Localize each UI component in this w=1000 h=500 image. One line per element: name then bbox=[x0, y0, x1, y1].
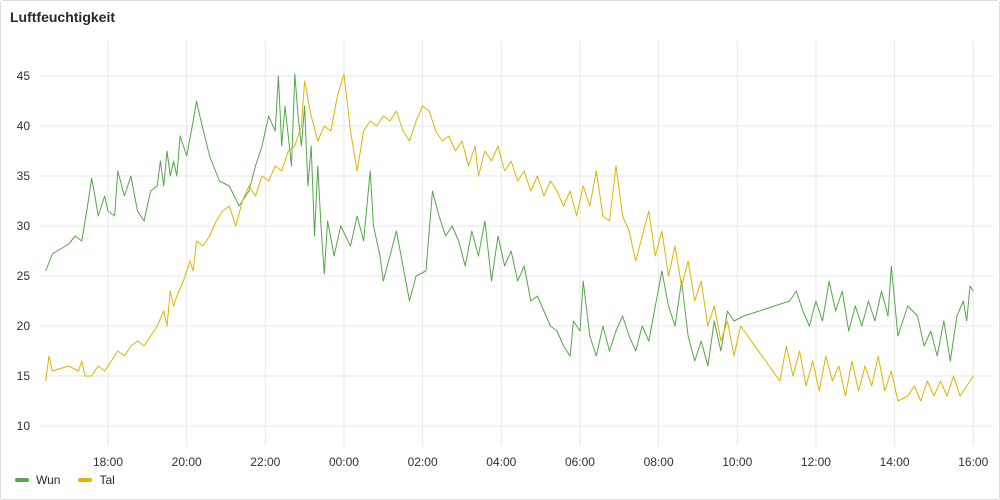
humidity-chart: 10 15 20 25 30 35 40 45 18:00 20:00 22:00 00:00 02:… bbox=[17, 41, 993, 469]
x-tick-label: 12:00 bbox=[801, 455, 831, 469]
x-tick-label: 18:00 bbox=[93, 455, 123, 469]
y-tick-label: 15 bbox=[17, 369, 31, 383]
x-tick-label: 08:00 bbox=[644, 455, 674, 469]
x-tick-label: 20:00 bbox=[172, 455, 202, 469]
legend: Wun Tal bbox=[15, 473, 115, 487]
series-line-wun bbox=[45, 73, 974, 367]
x-tick-label: 16:00 bbox=[958, 455, 988, 469]
y-axis-ticks: 10 15 20 25 30 35 40 45 bbox=[17, 69, 31, 433]
y-tick-label: 20 bbox=[17, 319, 31, 333]
series-line-tal bbox=[45, 73, 974, 402]
y-tick-label: 40 bbox=[17, 119, 31, 133]
legend-swatch-tal bbox=[78, 478, 93, 482]
x-tick-label: 22:00 bbox=[250, 455, 280, 469]
legend-item-tal[interactable]: Tal bbox=[78, 473, 115, 487]
y-tick-label: 45 bbox=[17, 69, 31, 83]
y-tick-label: 35 bbox=[17, 169, 31, 183]
y-tick-label: 25 bbox=[17, 269, 31, 283]
x-tick-label: 10:00 bbox=[722, 455, 752, 469]
x-axis-ticks: 18:00 20:00 22:00 00:00 02:00 04:00 06:00 08:00… bbox=[93, 455, 989, 469]
x-tick-label: 04:00 bbox=[486, 455, 516, 469]
legend-item-wun[interactable]: Wun bbox=[15, 473, 60, 487]
series-lines bbox=[45, 73, 974, 402]
legend-label-wun: Wun bbox=[36, 473, 61, 487]
x-tick-label: 06:00 bbox=[565, 455, 595, 469]
legend-swatch-wun bbox=[15, 478, 29, 482]
x-tick-label: 14:00 bbox=[880, 455, 910, 469]
x-tick-label: 02:00 bbox=[408, 455, 438, 469]
y-tick-label: 30 bbox=[17, 219, 31, 233]
panel-title: Luftfeuchtigkeit bbox=[10, 9, 115, 25]
legend-label-tal: Tal bbox=[99, 473, 115, 487]
x-tick-label: 00:00 bbox=[329, 455, 359, 469]
y-tick-label: 10 bbox=[17, 419, 31, 433]
grid-lines bbox=[41, 41, 993, 446]
